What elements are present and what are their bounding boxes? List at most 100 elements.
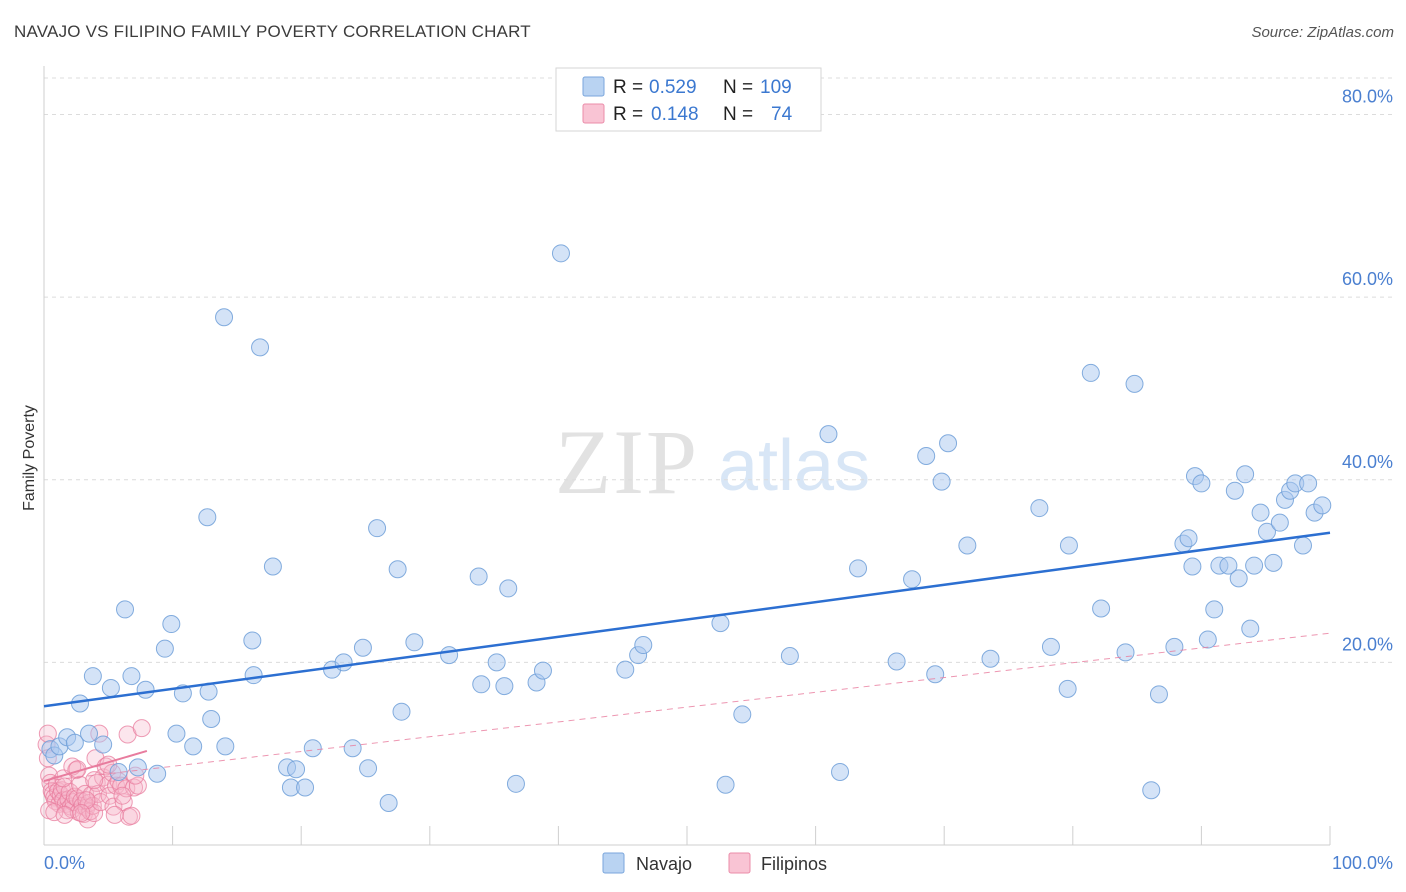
filipino-point-68 [105,805,124,824]
navajo-point-25 [216,737,235,756]
navajo-point-73 [1030,499,1049,518]
navajo-point-9 [101,678,120,697]
navajo-point-57 [634,636,653,655]
watermark: ZIP atlas [555,411,870,513]
navajo-point-95 [1236,465,1255,484]
navajo-point-4 [65,733,84,752]
navajo-point-39 [359,759,378,778]
legend-filipino-n-label: N = [723,104,753,125]
navajo-point-5 [71,694,90,713]
navajo-point-88 [1192,474,1211,493]
navajo-point-29 [263,557,282,576]
navajo-point-82 [1149,685,1168,704]
y-tick-label-80: 80.0% [1342,87,1393,107]
legend-navajo-n-label: N = [723,77,753,98]
filipino-point-72 [55,805,74,824]
navajo-point-44 [405,633,424,652]
navajo-point-45 [440,646,459,665]
navajo-point-60 [733,705,752,724]
navajo-point-18 [167,724,186,743]
navajo-point-69 [932,472,951,491]
navajo-point-40 [368,519,387,538]
navajo-point-81 [1142,781,1161,800]
navajo-point-46 [469,567,488,586]
navajo-point-89 [1198,630,1217,649]
trendlines [43,531,1331,783]
legend-navajo-r-label: R = [613,77,643,98]
navajo-point-55 [616,660,635,679]
navajo-point-8 [94,735,113,754]
navajo-point-37 [343,739,362,758]
navajo-point-76 [1059,536,1078,555]
navajo-point-105 [1293,536,1312,555]
y-tick-labels: 20.0% 40.0% 60.0% 80.0% [1342,87,1393,655]
navajo-point-77 [1081,363,1100,382]
navajo-point-71 [958,536,977,555]
navajo-point-63 [831,762,850,781]
legend-filipino-r-value: 0.148 [651,104,699,125]
navajo-point-68 [926,665,945,684]
y-axis-label: Family Poverty [21,405,38,511]
navajo-point-94 [1229,569,1248,588]
navajo-point-22 [198,508,217,527]
navajo-point-67 [917,447,936,466]
y-tick-label-60: 60.0% [1342,269,1393,289]
navajo-point-27 [244,666,263,685]
navajo-point-34 [303,739,322,758]
filipino-point-59 [132,719,151,738]
filipino-point-73 [72,804,91,823]
navajo-point-50 [499,579,518,598]
filipino-trendline-dashed [43,632,1331,782]
legend-filipino-swatch [582,103,605,124]
navajo-point-48 [487,653,506,672]
navajo-point-79 [1116,643,1135,662]
navajo-point-96 [1241,619,1260,638]
navajo-point-90 [1205,600,1224,619]
navajo-point-15 [148,764,167,783]
navajo-point-83 [1165,637,1184,656]
navajo-point-13 [128,758,147,777]
watermark-atlas: atlas [718,426,870,506]
legend-navajo-n-value: 109 [760,77,792,98]
navajo-point-65 [887,652,906,671]
axes [43,66,1331,846]
navajo-point-108 [1313,496,1332,515]
filipino-point-56 [122,806,141,825]
navajo-points [41,244,1332,812]
x-tick-label-max: 100.0% [1332,853,1393,873]
navajo-point-75 [1058,679,1077,698]
navajo-point-72 [981,649,1000,668]
filipino-trendline [43,749,148,783]
navajo-point-7 [83,667,102,686]
filipino-point-52 [114,793,133,812]
navajo-point-26 [243,631,262,650]
navajo-point-54 [551,244,570,263]
navajo-point-85 [1179,529,1198,548]
navajo-point-14 [136,680,155,699]
bottom-legend-filipino-swatch [728,852,751,874]
navajo-point-24 [215,308,234,327]
x-tick-labels: 0.0% 100.0% [44,853,1393,873]
y-tick-label-40: 40.0% [1342,452,1393,472]
navajo-point-61 [780,646,799,665]
correlation-legend: R = 0.529 N = 109 R = 0.148 N = 74 [555,67,822,132]
navajo-point-78 [1092,599,1111,618]
navajo-point-93 [1225,481,1244,500]
navajo-point-58 [711,614,730,633]
chart-title: NAVAJO VS FILIPINO FAMILY POVERTY CORREL… [14,22,531,41]
series-legend: Navajo Filipinos [602,852,827,874]
legend-filipino-r-label: R = [613,104,643,125]
navajo-point-70 [939,434,958,453]
navajo-point-62 [819,425,838,444]
bottom-legend-navajo-label: Navajo [636,854,692,874]
navajo-point-80 [1125,374,1144,393]
filipino-point-61 [45,803,64,822]
navajo-point-41 [379,793,398,812]
navajo-point-42 [388,560,407,579]
navajo-point-16 [155,639,174,658]
source-label: Source: ZipAtlas.com [1251,24,1394,41]
navajo-point-17 [162,615,181,634]
legend-navajo-swatch [582,76,605,97]
x-tick-label-min: 0.0% [44,853,85,873]
